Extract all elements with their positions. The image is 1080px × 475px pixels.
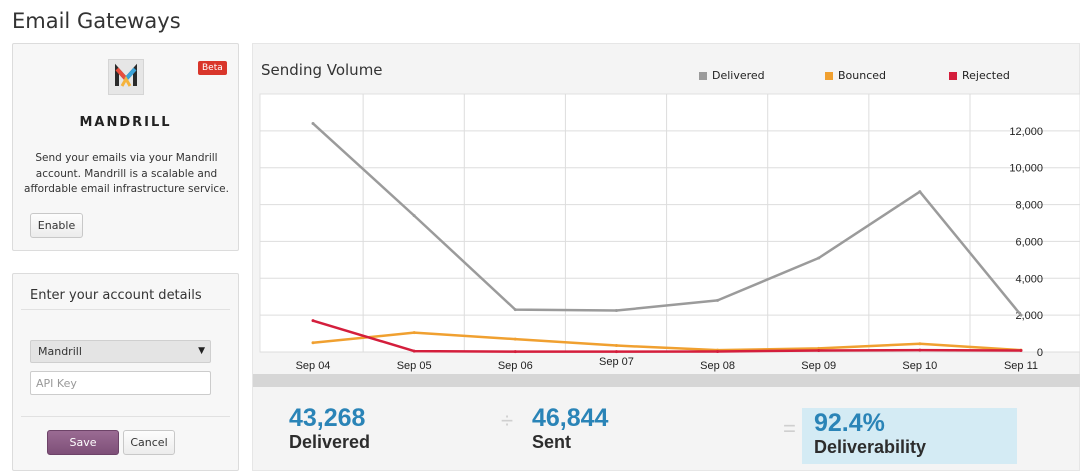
enable-button[interactable]: Enable: [30, 213, 83, 238]
y-tick-label: 8,000: [1015, 200, 1043, 212]
deliverability-label: Deliverability: [814, 437, 927, 457]
y-tick-label: 6,000: [1015, 236, 1043, 248]
provider-select-value: Mandrill: [38, 345, 82, 358]
x-tick-label: Sep 06: [498, 360, 533, 372]
mandrill-gateway-card: Beta MANDRILL Send your emails via your …: [12, 43, 239, 251]
data-point-rejected: [817, 349, 821, 353]
page-title: Email Gateways: [12, 9, 181, 33]
data-point-delivered: [716, 298, 720, 302]
deliverability-value: 92.4%: [814, 409, 885, 437]
api-key-input[interactable]: API Key: [30, 371, 211, 395]
data-point-rejected: [1019, 349, 1023, 353]
x-tick-label: Sep 10: [902, 360, 937, 372]
delivered-stat: 43,268 Delivered: [289, 405, 370, 453]
delivered-label: Delivered: [289, 432, 371, 452]
x-tick-label: Sep 11: [1004, 360, 1038, 372]
plot-area: [259, 93, 1080, 353]
equals-icon: =: [783, 416, 796, 441]
legend-item-rejected[interactable]: Rejected: [949, 69, 1010, 82]
data-point-delivered: [918, 190, 922, 194]
data-point-rejected: [716, 349, 720, 353]
sending-volume-chart: 0 2,000 4,000 6,000 8,000 10,000 12,000 Sep 04 S…: [259, 93, 1080, 372]
data-point-delivered: [1019, 313, 1023, 317]
series-line-delivered: [312, 122, 1022, 316]
y-tick-label: 10,000: [1009, 163, 1043, 175]
data-point-bounced: [311, 341, 315, 345]
data-point-bounced: [513, 337, 517, 341]
sent-label: Sent: [532, 432, 572, 452]
data-point-delivered: [817, 256, 821, 260]
data-point-delivered: [614, 309, 618, 313]
legend-swatch: [949, 71, 957, 80]
x-tick-label: Sep 09: [801, 360, 836, 372]
mandrill-logo-icon: [108, 59, 144, 95]
legend-label: Bounced: [838, 69, 887, 82]
chart-navigator-bar[interactable]: [253, 374, 1080, 387]
account-details-heading: Enter your account details: [30, 288, 202, 303]
chart-title: Sending Volume: [261, 61, 383, 79]
series-line-rejected: [312, 319, 1022, 353]
x-tick-label: Sep 08: [700, 360, 735, 372]
sending-volume-panel: Sending Volume Delivered Bounced Rejecte…: [252, 43, 1080, 471]
save-button[interactable]: Save: [47, 430, 119, 455]
legend-label: Delivered: [712, 69, 765, 82]
data-point-rejected: [614, 350, 618, 354]
y-tick-label: 2,000: [1015, 310, 1043, 322]
data-point-rejected: [311, 319, 315, 323]
delivered-value: 43,268: [289, 404, 366, 432]
legend-swatch: [825, 71, 833, 80]
cancel-button[interactable]: Cancel: [123, 430, 175, 455]
data-point-bounced: [614, 344, 618, 348]
beta-badge: Beta: [198, 61, 227, 75]
legend-label: Rejected: [962, 69, 1010, 82]
deliverability-stat: 92.4% Deliverability: [814, 410, 926, 458]
sent-stat: 46,844 Sent: [532, 405, 608, 453]
account-details-card: Enter your account details Mandrill ▼ AP…: [12, 273, 239, 471]
series-line-bounced: [312, 331, 1022, 352]
data-point-delivered: [311, 121, 315, 125]
divider: [21, 416, 230, 417]
x-tick-label: Sep 04: [296, 360, 331, 372]
data-point-rejected: [513, 350, 517, 354]
data-point-rejected: [412, 349, 416, 353]
data-point-delivered: [513, 308, 517, 312]
data-point-bounced: [412, 331, 416, 335]
deliverability-box: [802, 408, 1017, 464]
data-point-bounced: [817, 346, 821, 350]
y-tick-label: 0: [1037, 347, 1043, 359]
gateway-description: Send your emails via your Mandrill accou…: [24, 152, 229, 195]
legend-item-delivered[interactable]: Delivered: [699, 69, 765, 82]
gateway-brand-name: MANDRILL: [79, 115, 172, 130]
y-tick-label: 4,000: [1015, 273, 1043, 285]
y-tick-label: 12,000: [1009, 126, 1043, 138]
legend-swatch: [699, 71, 707, 80]
provider-select[interactable]: Mandrill ▼: [30, 340, 211, 363]
divide-icon: ÷: [501, 408, 514, 433]
sent-value: 46,844: [532, 404, 609, 432]
x-tick-label: Sep 07: [599, 356, 634, 368]
divider: [21, 309, 230, 310]
data-point-bounced: [918, 342, 922, 346]
x-tick-label: Sep 05: [397, 360, 432, 372]
legend-item-bounced[interactable]: Bounced: [825, 69, 886, 82]
data-point-delivered: [412, 214, 416, 218]
data-point-rejected: [918, 348, 922, 352]
chevron-down-icon: ▼: [198, 346, 205, 356]
